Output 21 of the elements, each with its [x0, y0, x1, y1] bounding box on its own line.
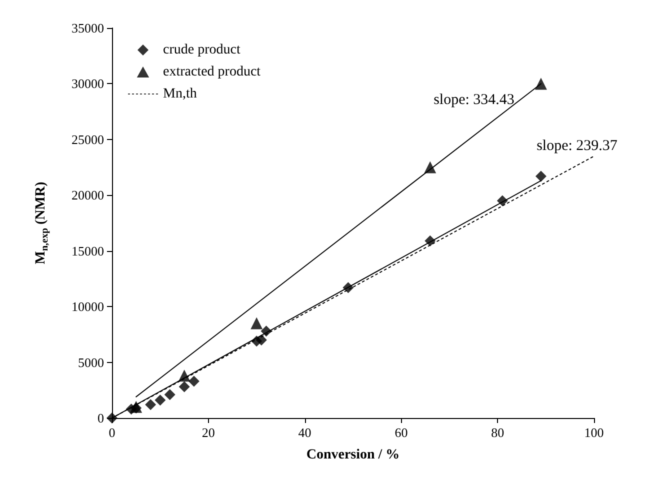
y-axis-title: Mn,exp (NMR) [34, 181, 50, 264]
legend-label: Mn,th [163, 86, 197, 102]
y-tick-label: 30000 [72, 76, 104, 92]
x-tick-label: 60 [394, 425, 408, 440]
y-tick-label: 15000 [72, 243, 104, 258]
y-tick-label: 20000 [72, 188, 104, 203]
x-tick-label: 20 [202, 425, 215, 440]
y-tick-label: 35000 [72, 20, 104, 36]
y-tick-label: 10000 [72, 299, 104, 314]
y-tick-label: 0 [98, 410, 104, 426]
x-tick-label: 0 [108, 425, 116, 440]
legend-label: extracted product [163, 64, 261, 80]
x-tick-label: 40 [298, 425, 312, 440]
y-tick-label: 25000 [72, 132, 104, 147]
y-tick-label: 5000 [78, 354, 104, 370]
annotation: slope: 239.37 [536, 138, 618, 154]
legend-label: crude product [163, 42, 240, 58]
x-tick-label: 80 [491, 425, 504, 440]
annotation: slope: 334.43 [434, 92, 514, 108]
x-tick-label: 100 [584, 425, 604, 440]
x-axis-title: Conversion / % [306, 448, 400, 462]
